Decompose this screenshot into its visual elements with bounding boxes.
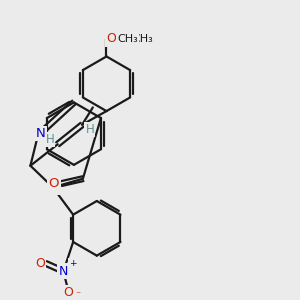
Text: N: N <box>50 181 60 194</box>
Text: O: O <box>106 32 116 45</box>
Text: O: O <box>113 32 123 45</box>
Text: CH₃: CH₃ <box>133 34 154 44</box>
Text: O: O <box>35 257 45 270</box>
Text: +: + <box>69 259 77 268</box>
Text: N: N <box>36 127 46 140</box>
Text: ⁻: ⁻ <box>75 291 80 300</box>
Text: CH₃: CH₃ <box>118 34 138 44</box>
Text: N: N <box>59 265 68 278</box>
Text: H: H <box>85 123 94 136</box>
Text: H: H <box>46 133 54 146</box>
Text: O: O <box>63 286 73 299</box>
Text: O: O <box>48 177 59 190</box>
